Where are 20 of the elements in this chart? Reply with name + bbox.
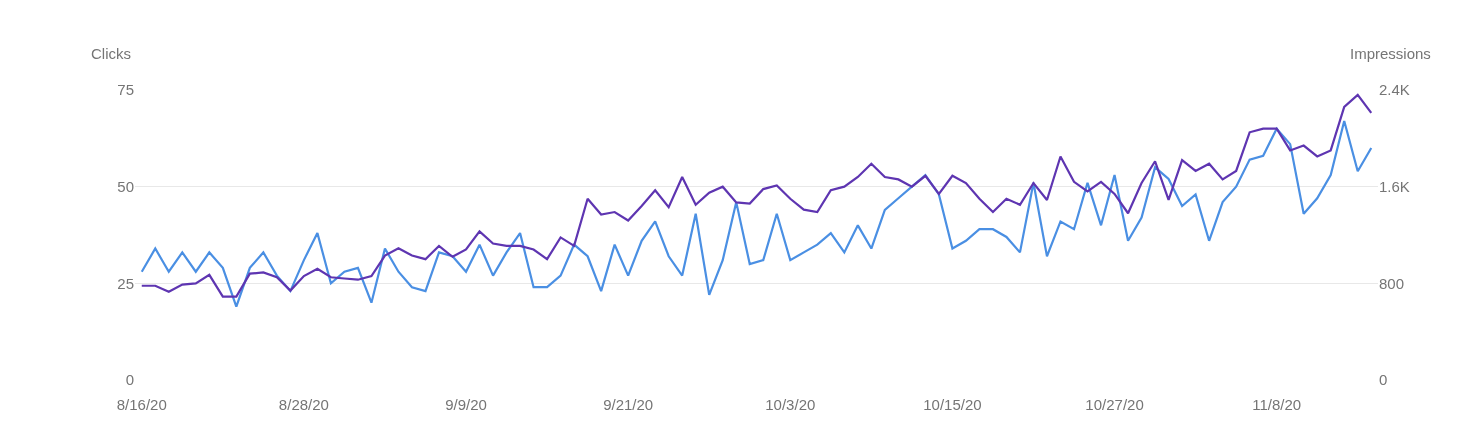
y-tick-label: 0 (125, 371, 134, 389)
x-tick-label: 8/16/20 (116, 396, 167, 413)
x-tick-label: 11/8/20 (1252, 396, 1302, 413)
y2-tick-label: 800 (1379, 274, 1405, 292)
y2-tick-label: 1.6K (1379, 177, 1410, 195)
x-tick-label: 8/28/20 (278, 396, 329, 413)
y2-tick-label: 2.4K (1379, 81, 1410, 99)
x-tick-label: 10/3/20 (765, 396, 816, 413)
y2-axis-title: Impressions (1350, 45, 1431, 62)
x-tick-label: 10/27/20 (1085, 396, 1144, 413)
y-tick-label: 50 (117, 177, 134, 195)
line-series (140, 119, 1373, 308)
x-tick-label: 9/9/20 (445, 396, 487, 413)
x-tick-label: 9/21/20 (603, 396, 654, 413)
y-tick-label: 75 (117, 81, 134, 99)
x-tick-label: 10/15/20 (923, 396, 982, 413)
y2-tick-label: 0 (1379, 371, 1388, 389)
line-series (140, 93, 1373, 298)
y-axis-title: Clicks (91, 45, 131, 62)
y-tick-label: 25 (117, 274, 134, 292)
